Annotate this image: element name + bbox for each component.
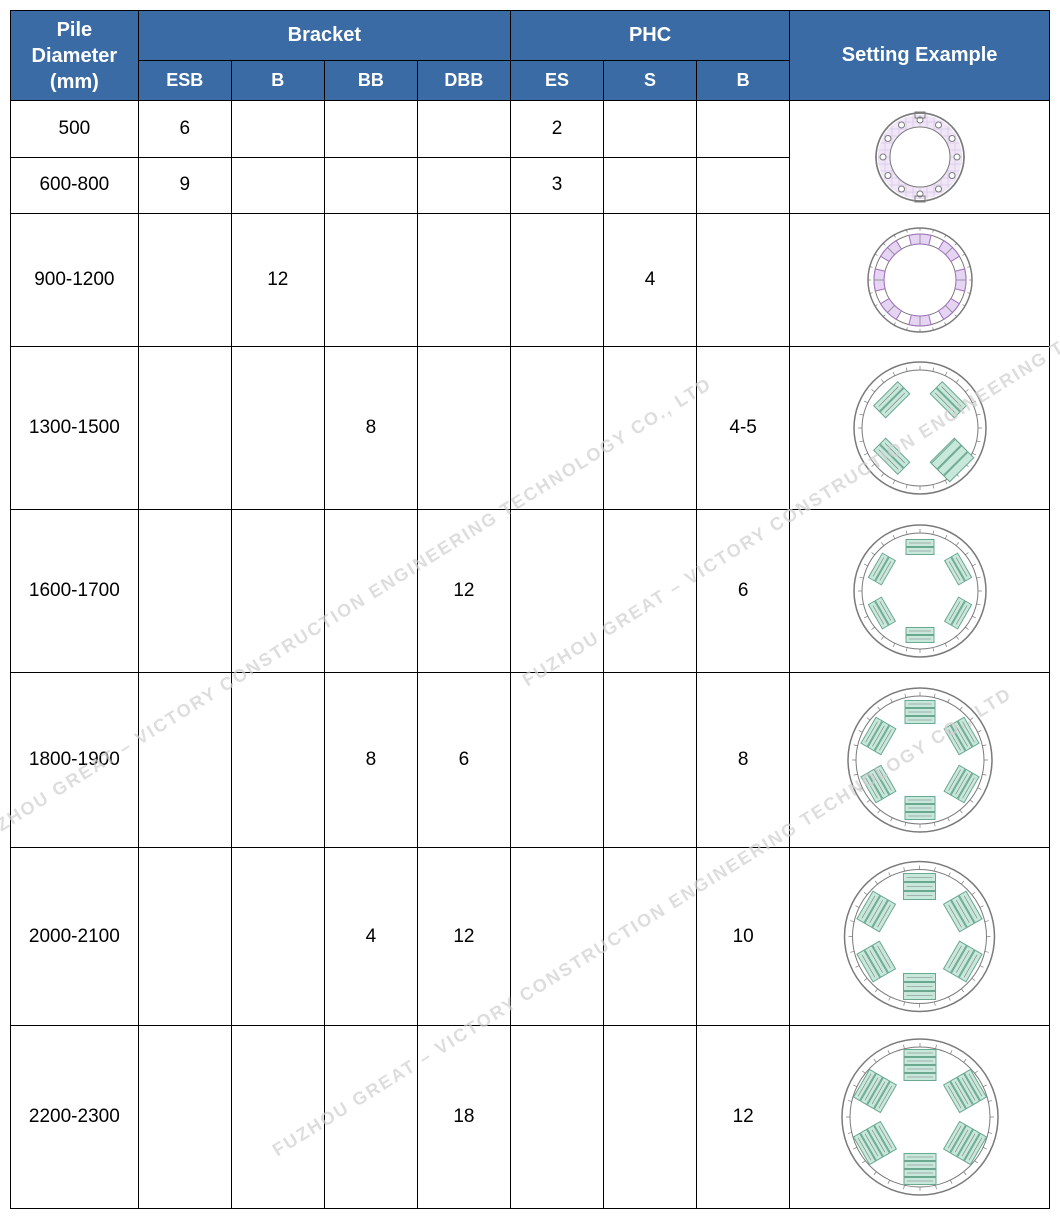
cell-dbb — [417, 214, 510, 347]
cell-bb — [324, 1026, 417, 1209]
cell-esb: 9 — [138, 157, 231, 214]
pile-spec-table: Pile Diameter (mm) Bracket PHC Setting E… — [10, 10, 1050, 1209]
setting-example-diagram — [790, 510, 1050, 673]
cell-s — [604, 510, 697, 673]
cell-dbb — [417, 101, 510, 158]
cell-bb: 8 — [324, 347, 417, 510]
header-phc: PHC — [510, 11, 789, 61]
setting-example-diagram — [790, 848, 1050, 1026]
cell-pile: 1800-1900 — [11, 673, 139, 848]
cell-esb: 6 — [138, 101, 231, 158]
cell-bb — [324, 510, 417, 673]
header-b: B — [231, 61, 324, 101]
cell-bphc: 6 — [697, 510, 790, 673]
header-dbb: DBB — [417, 61, 510, 101]
cell-es — [510, 673, 603, 848]
header-s: S — [604, 61, 697, 101]
cell-es — [510, 347, 603, 510]
header-es: ES — [510, 61, 603, 101]
cell-s — [604, 673, 697, 848]
table-row: 1800-1900868 — [11, 673, 1050, 848]
cell-bb — [324, 214, 417, 347]
cell-pile: 900-1200 — [11, 214, 139, 347]
cell-b — [231, 157, 324, 214]
cell-bb — [324, 157, 417, 214]
table-row: 2000-2100 412 10 — [11, 848, 1050, 1026]
header-bracket: Bracket — [138, 11, 510, 61]
cell-esb — [138, 673, 231, 848]
cell-esb — [138, 1026, 231, 1209]
setting-example-diagram — [790, 347, 1050, 510]
cell-es — [510, 510, 603, 673]
cell-bphc — [697, 214, 790, 347]
cell-bphc — [697, 101, 790, 158]
cell-es — [510, 214, 603, 347]
header-bb: BB — [324, 61, 417, 101]
cell-b — [231, 1026, 324, 1209]
cell-bphc: 8 — [697, 673, 790, 848]
cell-b: 12 — [231, 214, 324, 347]
cell-esb — [138, 347, 231, 510]
cell-es — [510, 848, 603, 1026]
cell-bphc: 10 — [697, 848, 790, 1026]
cell-es: 3 — [510, 157, 603, 214]
cell-es — [510, 1026, 603, 1209]
cell-dbb: 12 — [417, 848, 510, 1026]
cell-bphc: 12 — [697, 1026, 790, 1209]
cell-bb: 8 — [324, 673, 417, 848]
cell-s — [604, 1026, 697, 1209]
table-row: 900-1200 12 4 — [11, 214, 1050, 347]
cell-dbb — [417, 157, 510, 214]
table-body: 50062600-80093900-12001241300-150084-5 — [11, 101, 1050, 1209]
header-bphc: B — [697, 61, 790, 101]
table-row: 1600-1700 12 6 — [11, 510, 1050, 673]
cell-b — [231, 510, 324, 673]
cell-dbb — [417, 347, 510, 510]
header-esb: ESB — [138, 61, 231, 101]
cell-esb — [138, 214, 231, 347]
cell-s — [604, 157, 697, 214]
table-row: 1300-1500 8 4-5 — [11, 347, 1050, 510]
cell-pile: 2200-2300 — [11, 1026, 139, 1209]
cell-dbb: 12 — [417, 510, 510, 673]
cell-bphc: 4-5 — [697, 347, 790, 510]
cell-pile: 2000-2100 — [11, 848, 139, 1026]
cell-b — [231, 101, 324, 158]
cell-pile: 1600-1700 — [11, 510, 139, 673]
cell-dbb: 18 — [417, 1026, 510, 1209]
cell-bb: 4 — [324, 848, 417, 1026]
setting-example-diagram — [790, 214, 1050, 347]
cell-b — [231, 347, 324, 510]
cell-es: 2 — [510, 101, 603, 158]
cell-dbb: 6 — [417, 673, 510, 848]
setting-example-diagram — [790, 1026, 1050, 1209]
setting-example-diagram — [790, 101, 1050, 214]
setting-example-diagram — [790, 673, 1050, 848]
table-row: 2200-2300 18 12 — [11, 1026, 1050, 1209]
cell-pile: 500 — [11, 101, 139, 158]
cell-esb — [138, 848, 231, 1026]
table-row: 5006 2 — [11, 101, 1050, 158]
cell-b — [231, 848, 324, 1026]
cell-bphc — [697, 157, 790, 214]
cell-pile: 1300-1500 — [11, 347, 139, 510]
cell-s — [604, 101, 697, 158]
cell-pile: 600-800 — [11, 157, 139, 214]
cell-bb — [324, 101, 417, 158]
cell-esb — [138, 510, 231, 673]
cell-b — [231, 673, 324, 848]
cell-s — [604, 347, 697, 510]
header-setting-example: Setting Example — [790, 11, 1050, 101]
cell-s: 4 — [604, 214, 697, 347]
header-pile-diameter: Pile Diameter (mm) — [11, 11, 139, 101]
cell-s — [604, 848, 697, 1026]
